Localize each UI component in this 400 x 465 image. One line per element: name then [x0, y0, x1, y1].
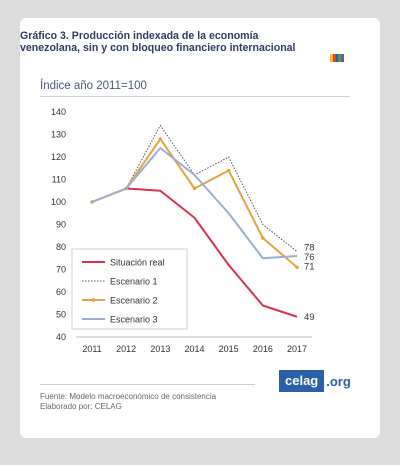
flag-stripe [332, 54, 336, 62]
y-tick-label: 70 [56, 265, 66, 275]
flag-icon [330, 54, 344, 62]
y-tick-label: 110 [52, 175, 66, 185]
author-note: Elaborado por: CELAG [40, 402, 122, 411]
subtitle-divider [40, 96, 350, 97]
y-tick-label: 80 [56, 242, 66, 252]
legend-label: Situación real [110, 258, 165, 268]
chart-title: Gráfico 3. Producción indexada de la eco… [20, 30, 296, 54]
series-line-escenario-2 [91, 138, 298, 269]
legend-box [71, 248, 188, 330]
y-tick-label: 40 [56, 332, 66, 342]
x-tick-label: 2016 [253, 344, 273, 354]
y-tick-label: 60 [56, 287, 66, 297]
logo-main: celag [279, 370, 325, 392]
y-tick-label: 50 [56, 310, 66, 320]
chart-axes: 40 50 60 70 80 90 100 110 120 130 140 2011 2012 2013 2… [51, 107, 312, 354]
flag-stripe [338, 54, 342, 62]
chart-card [20, 18, 380, 438]
end-value-label: 71 [304, 261, 315, 272]
data-point [226, 168, 231, 173]
footer-divider [40, 384, 255, 385]
x-tick-label: 2017 [287, 344, 307, 354]
end-value-label: 49 [304, 312, 315, 323]
data-point [295, 265, 299, 270]
y-tick-label: 140 [51, 107, 66, 117]
chart-subtitle: Índice año 2011=100 [40, 80, 147, 92]
y-tick-label: 130 [51, 130, 66, 140]
end-value-label: 78 [304, 243, 315, 254]
y-tick-label: 120 [51, 152, 66, 162]
legend-label: Escenario 3 [110, 315, 158, 325]
data-point [261, 236, 265, 240]
x-tick-label: 2013 [150, 344, 170, 354]
legend-label: Escenario 1 [110, 277, 158, 287]
series-line-escenario-3 [91, 147, 298, 260]
source-note: Fuente: Modelo macroeconómico de consist… [40, 392, 217, 401]
x-tick-label: 2015 [219, 344, 239, 354]
x-tick-label: 2014 [184, 344, 204, 354]
x-tick-label: 2011 [82, 344, 101, 354]
y-tick-label: 90 [56, 220, 66, 230]
series-layer [90, 125, 299, 318]
flag-stripe [330, 54, 333, 62]
legend-label: Escenario 2 [110, 296, 158, 306]
x-tick-label: 2012 [116, 344, 136, 354]
chart-legend: Situación real Escenario 1 Escenario 2 Esce… [71, 248, 188, 330]
y-tick-label: 100 [51, 197, 66, 207]
logo-extension: .org [326, 373, 351, 389]
celag-logo[interactable]: celag .org [279, 369, 351, 393]
data-point [192, 186, 197, 191]
end-value-label: 76 [304, 252, 315, 263]
flag-stripe [335, 54, 339, 62]
legend-marker [91, 298, 96, 302]
flag-stripe [341, 54, 344, 62]
data-point [158, 137, 163, 141]
